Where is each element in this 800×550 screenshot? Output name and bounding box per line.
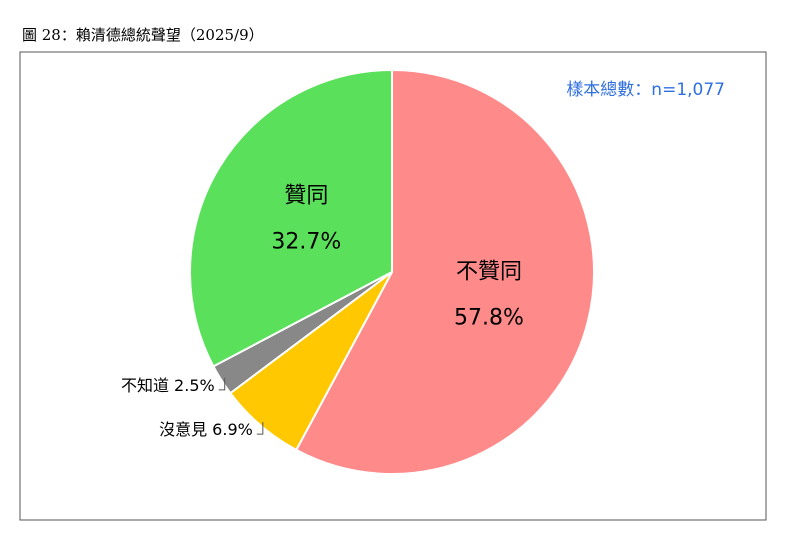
slice-value-label: 6.9% xyxy=(212,420,253,439)
chart-title: 圖 28：賴清德總統聲望（2025/9） xyxy=(22,26,264,44)
leader-line xyxy=(218,377,226,391)
slice-value-label: 2.5% xyxy=(174,375,215,394)
slice-category: 沒意見 xyxy=(159,420,207,439)
pie-slice xyxy=(189,68,393,368)
pie-slice xyxy=(294,68,595,475)
slice-label: 贊同 xyxy=(284,183,328,208)
slice-value-label: 32.7% xyxy=(271,229,341,254)
leader-line xyxy=(256,422,264,435)
chart-frame xyxy=(19,51,767,521)
slice-label: 不贊同 xyxy=(456,259,522,284)
slice-label: 不知道 2.5% xyxy=(121,375,215,394)
slice-value-label: 57.8% xyxy=(454,305,524,330)
annotation: 樣本總數：n=1,077 xyxy=(566,80,725,100)
slice-category: 不知道 xyxy=(121,375,169,394)
slice-label: 沒意見 6.9% xyxy=(159,420,253,439)
